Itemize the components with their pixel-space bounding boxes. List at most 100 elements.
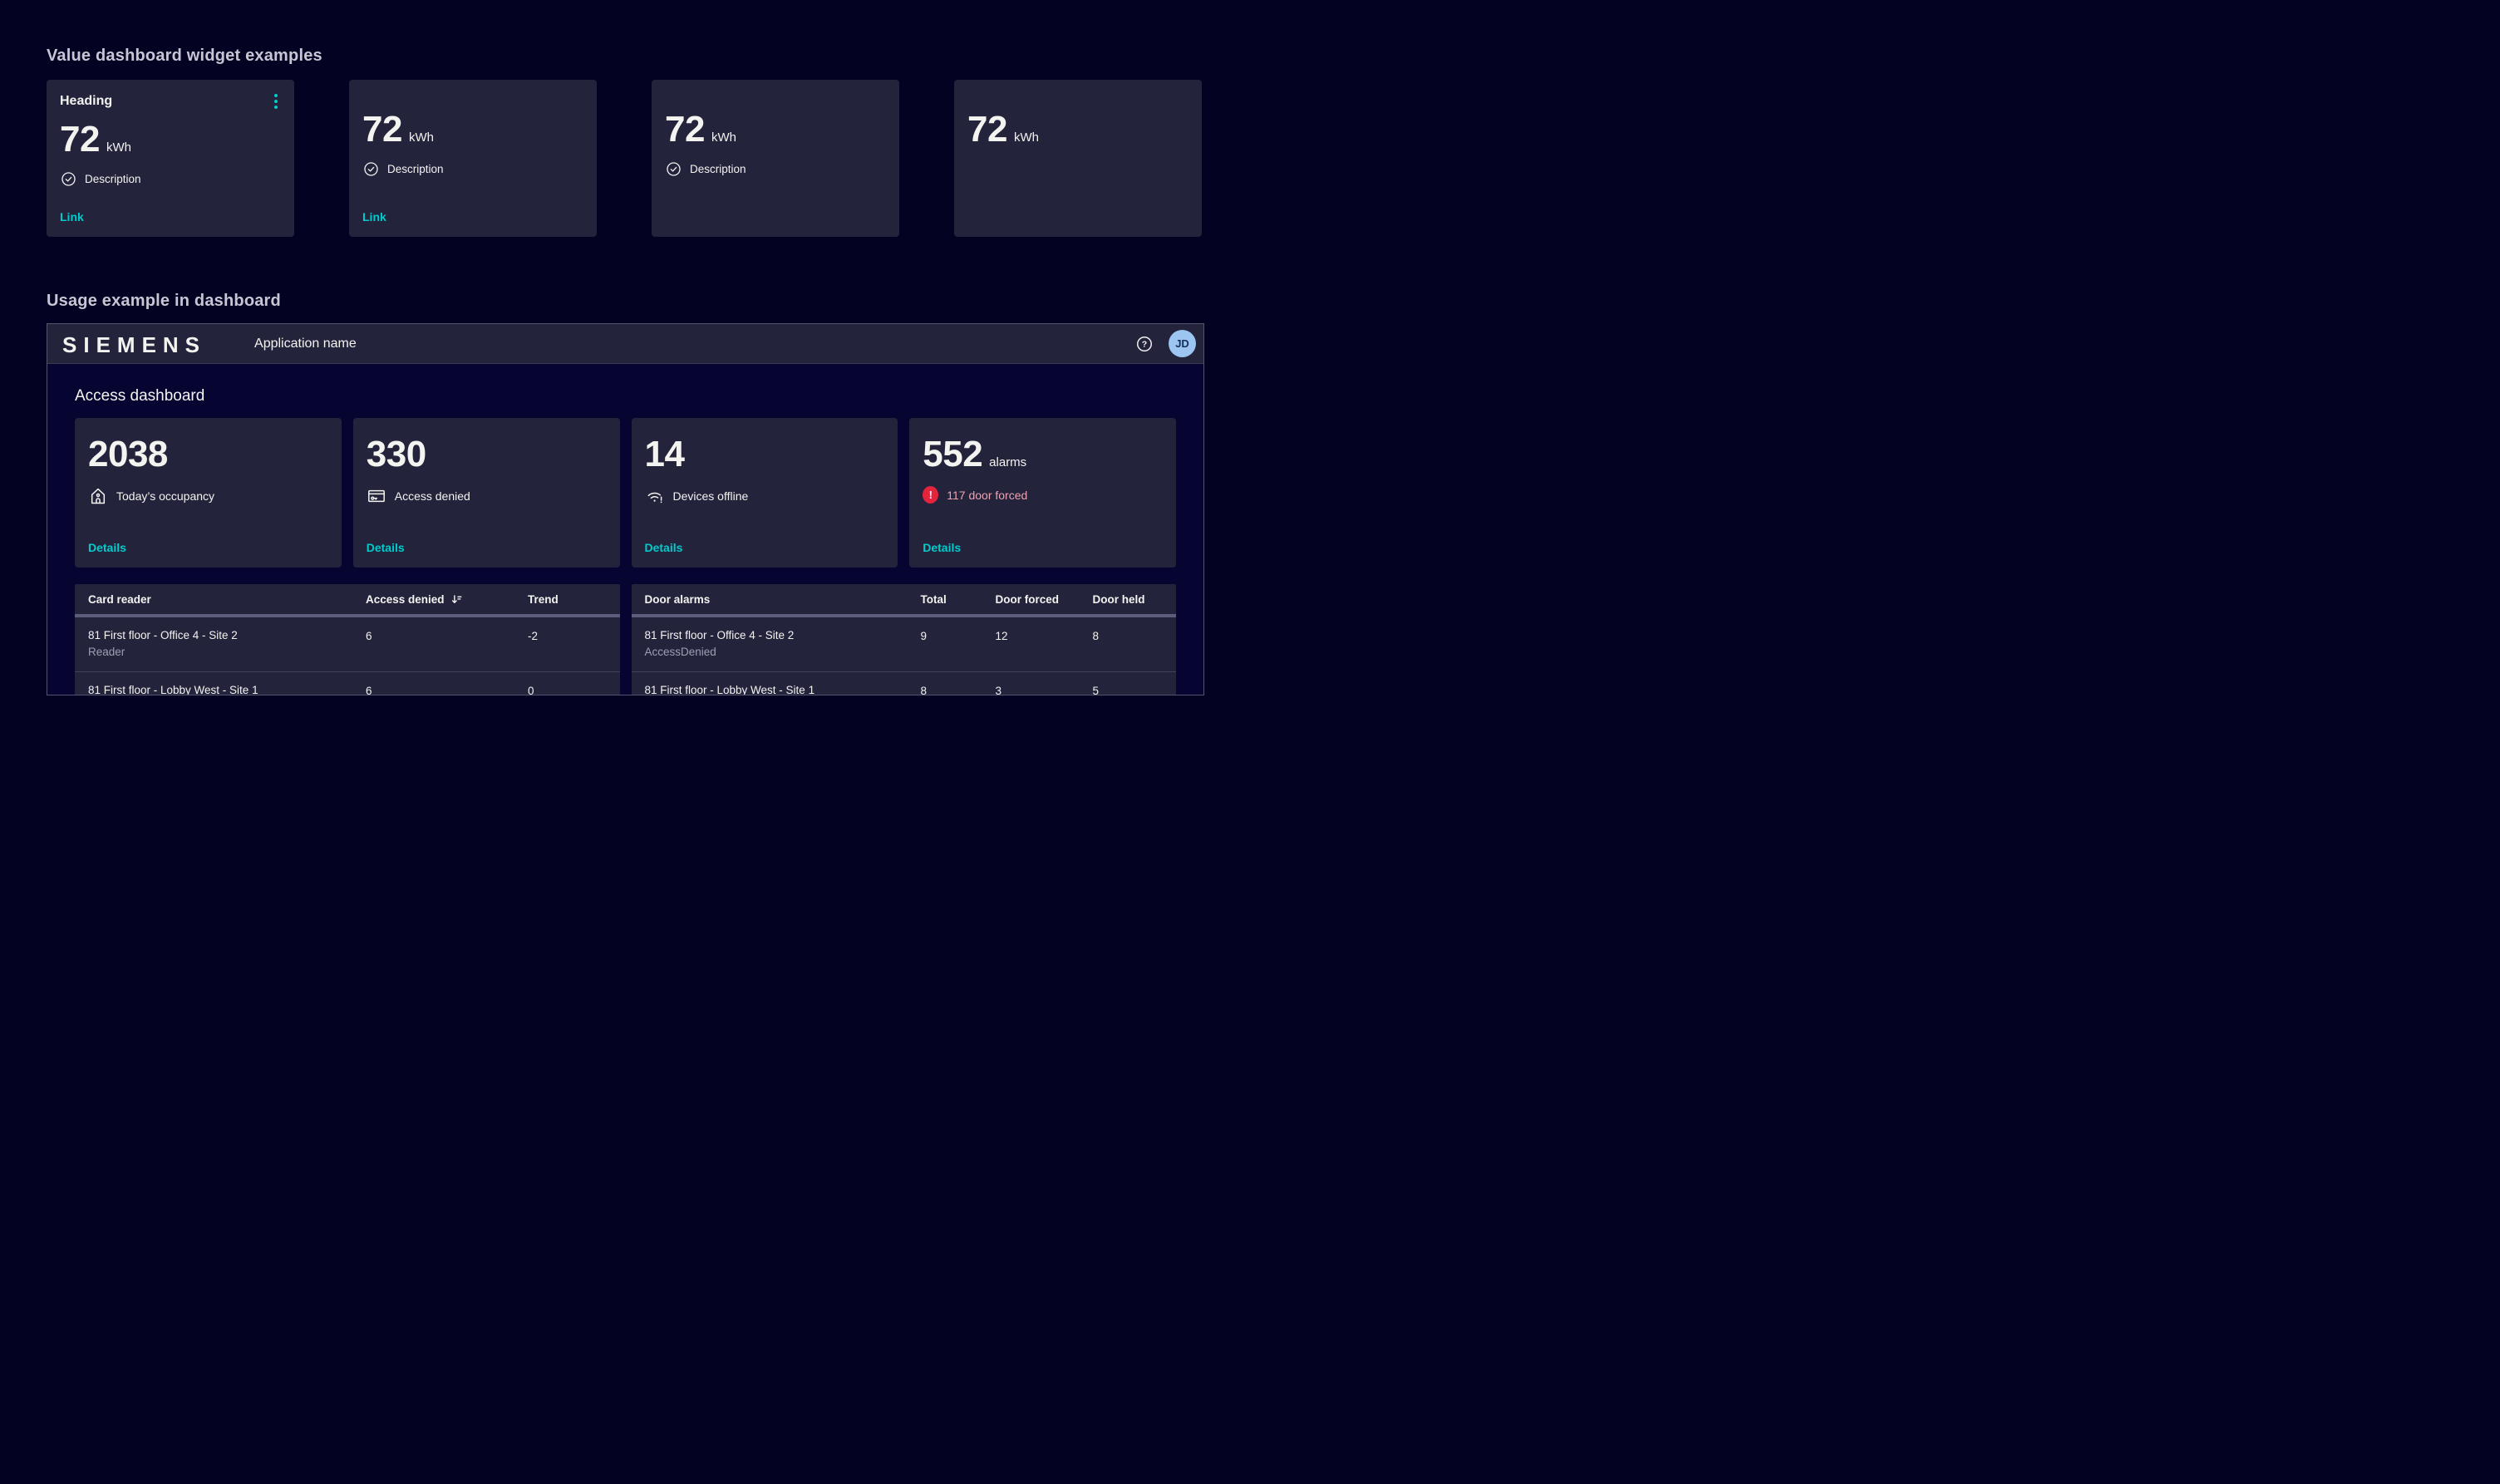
kpi-card-devices-offline: 14 Devices offline Details bbox=[631, 418, 898, 568]
occupancy-icon bbox=[91, 488, 106, 504]
column-header-card-reader[interactable]: Card reader bbox=[88, 592, 151, 606]
card-reader-table: Card reader Access denied Trend 81 First… bbox=[75, 584, 620, 695]
table-row: 81 First floor - Office 4 - Site 2 Reade… bbox=[75, 617, 620, 671]
kebab-menu-icon[interactable] bbox=[271, 92, 281, 111]
value-row: 552 alarms bbox=[923, 436, 1163, 473]
row-title: 81 First floor - Lobby West - Site 1 bbox=[644, 684, 815, 695]
cell-door-forced: 12 bbox=[995, 630, 1008, 642]
kpi-label: Access denied bbox=[394, 489, 470, 503]
details-link[interactable]: Details bbox=[644, 541, 683, 554]
kpi-row: 2038 Today’s occupancy Details 330 Acces… bbox=[75, 418, 1176, 568]
table-header: Door alarms Total Door forced Door held bbox=[632, 584, 1177, 614]
table-header: Card reader Access denied Trend bbox=[75, 584, 620, 614]
sort-descending-icon bbox=[451, 594, 462, 603]
kpi-label-row: ! 117 door forced bbox=[923, 486, 1163, 504]
help-button[interactable]: ? bbox=[1132, 332, 1157, 356]
kpi-value: 330 bbox=[366, 434, 426, 474]
wifi-offline-icon bbox=[647, 492, 662, 504]
widget-value: 72 bbox=[362, 109, 402, 150]
description-row: Description bbox=[60, 170, 281, 188]
widget-unit: kWh bbox=[106, 140, 131, 155]
widget-link[interactable]: Link bbox=[60, 210, 84, 224]
cell-door-forced: 3 bbox=[995, 685, 1002, 695]
tables-row: Card reader Access denied Trend 81 First… bbox=[75, 584, 1176, 695]
widget-description: Description bbox=[690, 163, 746, 175]
page: Value dashboard widget examples Heading … bbox=[0, 0, 1250, 695]
cell-trend: -2 bbox=[528, 630, 539, 642]
value-row: 2038 bbox=[88, 436, 328, 473]
widget-card-heading: Heading bbox=[60, 94, 113, 108]
kpi-card-alarms: 552 alarms ! 117 door forced Details bbox=[909, 418, 1176, 568]
widget-value: 72 bbox=[60, 119, 100, 160]
widget-examples-row: Heading 72 kWh Description Link 72 kWh D… bbox=[47, 80, 1204, 237]
table-row: 81 First floor - Office 4 - Site 2 Acces… bbox=[632, 617, 1177, 671]
row-title: 81 First floor - Office 4 - Site 2 bbox=[644, 629, 795, 641]
cell-total: 8 bbox=[920, 685, 928, 695]
value-row: 72 kWh bbox=[362, 111, 583, 148]
widget-card-link: 72 kWh Description Link bbox=[349, 80, 597, 237]
column-header-trend[interactable]: Trend bbox=[528, 592, 559, 606]
widget-card-minimal: 72 kWh bbox=[954, 80, 1202, 237]
kpi-card-occupancy: 2038 Today’s occupancy Details bbox=[75, 418, 342, 568]
access-card-icon bbox=[367, 489, 385, 503]
details-link[interactable]: Details bbox=[366, 541, 405, 554]
description-row: Description bbox=[362, 160, 583, 178]
widget-unit: kWh bbox=[711, 130, 736, 145]
widget-value: 72 bbox=[665, 109, 705, 150]
siemens-logo: SIEMENS bbox=[62, 332, 207, 357]
kpi-label-row: Today’s occupancy bbox=[88, 486, 328, 506]
check-circle-icon bbox=[364, 162, 378, 176]
kpi-label-row: Devices offline bbox=[645, 486, 885, 506]
row-subtitle: Reader bbox=[88, 646, 125, 658]
dashboard-title: Access dashboard bbox=[75, 387, 205, 405]
help-icon: ? bbox=[1137, 336, 1152, 351]
widget-card-full: Heading 72 kWh Description Link bbox=[47, 80, 294, 237]
widget-description: Description bbox=[85, 173, 141, 185]
kpi-value: 14 bbox=[644, 434, 685, 474]
row-subtitle: AccessDenied bbox=[644, 646, 716, 658]
cell-access-denied: 6 bbox=[366, 685, 372, 695]
column-header-total[interactable]: Total bbox=[920, 592, 947, 606]
section-title-widgets: Value dashboard widget examples bbox=[47, 47, 322, 65]
svg-text:?: ? bbox=[1142, 339, 1147, 349]
kpi-label-row: Access denied bbox=[367, 486, 607, 506]
cell-door-held: 8 bbox=[1092, 630, 1100, 642]
kpi-unit: alarms bbox=[989, 455, 1027, 469]
table-header-divider bbox=[75, 614, 620, 617]
dashboard-content: Access dashboard 2038 Today’s occupancy … bbox=[47, 364, 1203, 695]
cell-total: 9 bbox=[920, 630, 928, 642]
widget-card-description: 72 kWh Description bbox=[652, 80, 899, 237]
widget-unit: kWh bbox=[1013, 130, 1039, 145]
kpi-label: Devices offline bbox=[672, 489, 749, 503]
table-row: 81 First floor - Lobby West - Site 1 6 0 bbox=[75, 671, 620, 695]
section-title-usage: Usage example in dashboard bbox=[47, 292, 281, 310]
widget-unit: kWh bbox=[408, 130, 434, 145]
row-title: 81 First floor - Office 4 - Site 2 bbox=[88, 629, 238, 641]
cell-door-held: 5 bbox=[1092, 685, 1100, 695]
avatar[interactable]: JD bbox=[1169, 330, 1196, 357]
kpi-value: 2038 bbox=[88, 434, 168, 474]
widget-link[interactable]: Link bbox=[362, 210, 386, 224]
column-header-door-alarms[interactable]: Door alarms bbox=[644, 592, 711, 606]
column-header-door-forced[interactable]: Door forced bbox=[995, 592, 1060, 606]
column-header-access-denied[interactable]: Access denied bbox=[366, 593, 528, 606]
value-row: 14 bbox=[645, 436, 885, 473]
alarm-badge-icon: ! bbox=[923, 486, 939, 504]
details-link[interactable]: Details bbox=[88, 541, 126, 554]
value-row: 72 kWh bbox=[665, 111, 886, 148]
check-circle-icon bbox=[667, 162, 681, 176]
widget-card-header: Heading bbox=[60, 92, 281, 111]
row-title: 81 First floor - Lobby West - Site 1 bbox=[88, 684, 258, 695]
kpi-card-access-denied: 330 Access denied Details bbox=[352, 418, 620, 568]
table-row: 81 First floor - Lobby West - Site 1 8 3… bbox=[631, 671, 1176, 695]
kpi-label: Today’s occupancy bbox=[116, 489, 215, 503]
application-frame: SIEMENS Application name ? JD Access das… bbox=[47, 323, 1204, 695]
kpi-value: 552 bbox=[923, 434, 983, 474]
door-alarms-table: Door alarms Total Door forced Door held … bbox=[631, 584, 1177, 695]
value-row: 72 kWh bbox=[967, 111, 1188, 148]
check-circle-icon bbox=[62, 172, 76, 186]
value-row: 330 bbox=[367, 436, 607, 473]
details-link[interactable]: Details bbox=[923, 541, 962, 554]
widget-description: Description bbox=[387, 163, 444, 175]
column-header-door-held[interactable]: Door held bbox=[1092, 592, 1145, 606]
